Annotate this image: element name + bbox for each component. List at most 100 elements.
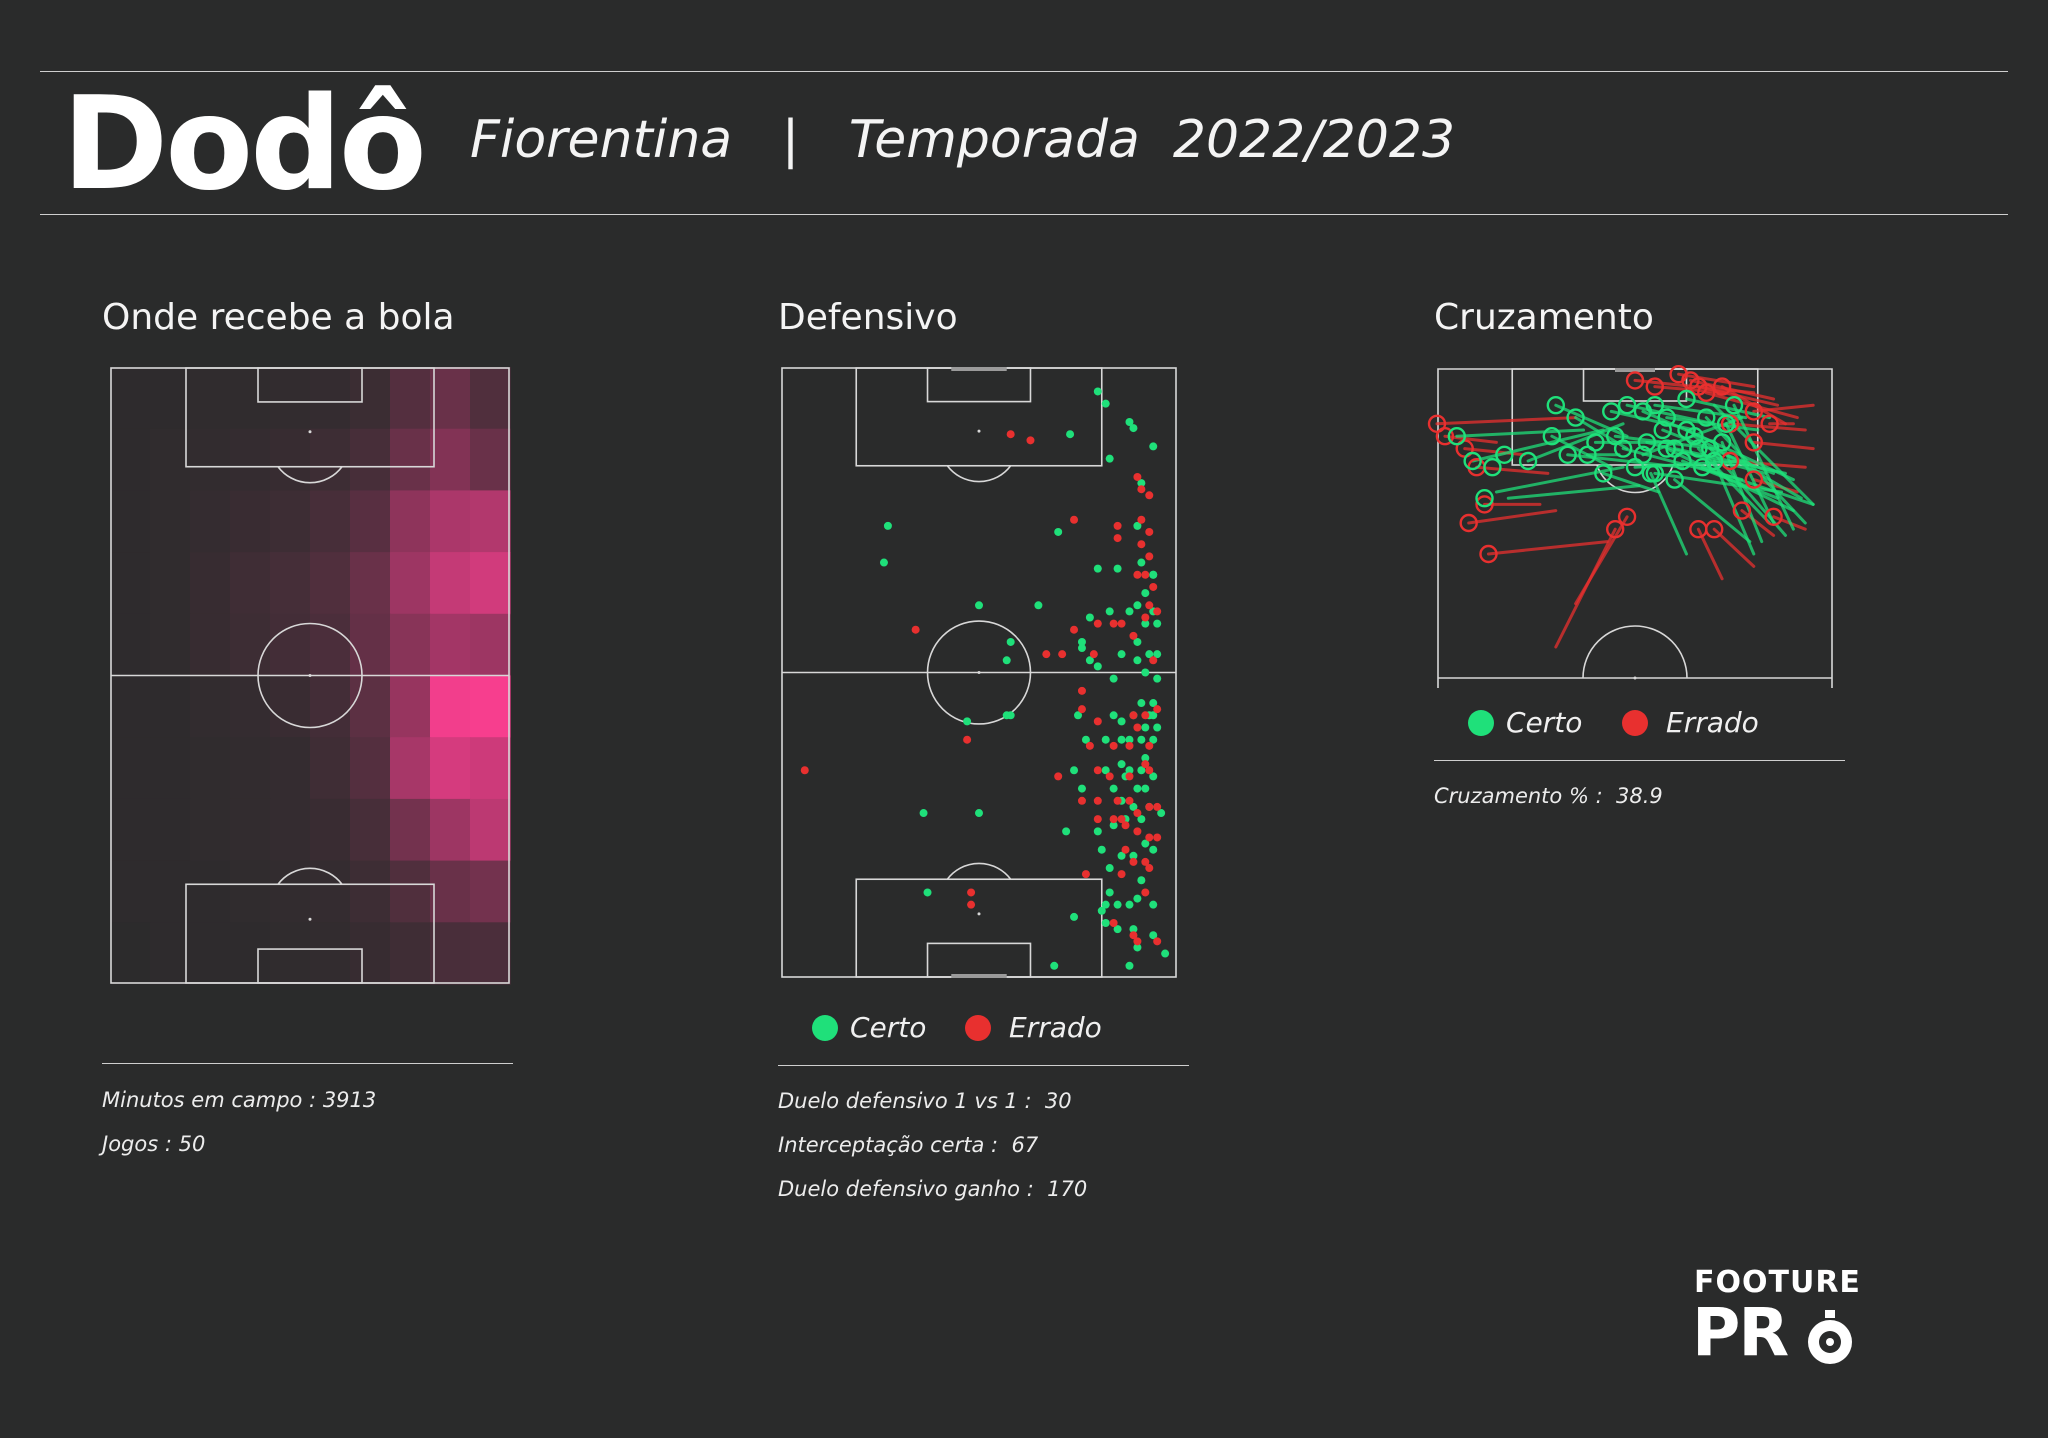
heatmap-cell (310, 490, 351, 553)
heatmap-cell (190, 428, 231, 491)
club-name: Fiorentina (470, 110, 733, 170)
heatmap-cell (150, 490, 191, 553)
defensive-success-point (1141, 839, 1150, 848)
defensive-success-point (1149, 931, 1158, 940)
heatmap-cell (150, 552, 191, 615)
defensive-success-point (1133, 943, 1142, 952)
heatmap-cell (150, 798, 191, 862)
cross-fail-origin (1459, 513, 1478, 533)
cross-success-path (1684, 397, 1772, 420)
defensive-fail-point (963, 735, 972, 744)
defensive-fail-point (1145, 527, 1154, 536)
cross-success-origin (1518, 451, 1538, 471)
cross-success-origin (1495, 445, 1514, 465)
heatmap-cell (190, 798, 231, 862)
defensive-fail-point (1054, 772, 1063, 781)
penalty-arc-top (946, 465, 1012, 483)
heatmap-cell (390, 428, 431, 491)
logo-text-bottom: PR (1692, 1296, 1789, 1370)
heatmap-cell (350, 798, 391, 862)
cross-fail-path (1486, 540, 1609, 556)
legend-label: Errado (1009, 1011, 1102, 1044)
cross-fail-path (1463, 447, 1526, 457)
goal-box-top (926, 367, 1032, 403)
defensive-success-point (1101, 900, 1110, 909)
defensive-success-point (1137, 876, 1146, 885)
defensive-fail-point (1129, 631, 1138, 640)
defensive-success-point (1145, 650, 1154, 659)
defensive-success-point (1161, 949, 1170, 958)
defensive-success-point (1093, 387, 1102, 396)
defensive-success-point (1137, 699, 1146, 708)
defensive-success-point (1117, 851, 1126, 860)
defensive-success-point (1153, 723, 1162, 732)
defensive-success-point (975, 601, 983, 610)
heatmap-cell (230, 922, 271, 985)
heatmap-cell (470, 428, 511, 491)
cross-fail-path (1740, 509, 1776, 537)
defensive-success-point (1113, 925, 1122, 934)
heatmap-cell (270, 552, 311, 615)
defensive-fail-point (1141, 570, 1150, 579)
heatmap-cell (430, 490, 471, 553)
heatmap-cell (230, 613, 271, 677)
defensive-success-point (1125, 900, 1134, 909)
heatmap-cell (270, 490, 311, 553)
pitch-lines (781, 367, 1177, 978)
defensive-fail-point (1149, 582, 1158, 591)
defensive-fail-point (1153, 802, 1162, 811)
heatmap-cell (470, 922, 511, 985)
center-spot (308, 674, 312, 677)
defensive-fail-point (1093, 796, 1102, 805)
defensive-fail-point (1117, 619, 1126, 628)
heatmap-cell (110, 367, 151, 430)
heatmap-cell (390, 922, 431, 985)
heatmap-cell (390, 737, 431, 800)
heatmap-cell (230, 367, 271, 430)
heatmap-cell (230, 798, 271, 862)
season-label: Temporada (848, 110, 1140, 170)
cross-success-origin (1673, 451, 1692, 471)
heatmap-cell (230, 860, 271, 923)
cross-success-path (1526, 422, 1625, 463)
defensive-success-point (1137, 766, 1146, 775)
heatmap-cell (150, 428, 191, 491)
section-title-receive: Onde recebe a bola (102, 297, 455, 338)
defensive-success-point (1129, 851, 1138, 860)
heatmap-cell (310, 552, 351, 615)
defensive-success-point (1113, 564, 1122, 573)
pitch-lines (110, 367, 510, 984)
cross-success-origin (1447, 426, 1466, 446)
defensive-success-point (1133, 894, 1142, 903)
defensive-fail-point (1109, 919, 1118, 928)
center-circle (926, 620, 1032, 725)
defensive-success-point (1141, 668, 1150, 677)
defensive-success-point (1034, 601, 1043, 610)
defensive-success-point (1137, 558, 1146, 567)
heatmap-cell (110, 490, 151, 553)
crossing-legend-fail: Errado (1622, 705, 1759, 741)
stat-label: Interceptação certa : (778, 1133, 999, 1157)
player-name: Dodô (62, 70, 427, 219)
defensive-fail-point (1133, 570, 1142, 579)
cross-fail-origin (1764, 507, 1783, 527)
stat-interceptions: Interceptação certa : 67 (778, 1132, 1038, 1158)
section-title-defensive: Defensivo (778, 297, 958, 338)
cross-success-origin (1724, 396, 1744, 415)
cross-success-path (1455, 428, 1586, 438)
defensive-success-point (1141, 784, 1150, 793)
stat-value: 38.9 (1616, 784, 1663, 808)
heatmap-cell (470, 675, 511, 738)
cross-fail-path (1752, 440, 1815, 451)
heatmap-cell (270, 922, 311, 985)
penalty-box-bottom (855, 878, 1103, 978)
cross-success-origin (1653, 420, 1672, 440)
defensive-fail-point (1133, 723, 1142, 732)
defensive-fail-point (1153, 937, 1162, 946)
defensive-stats-rule (778, 1065, 1189, 1066)
heatmap-cell (350, 737, 391, 800)
heatmap-cell (230, 737, 271, 800)
defensive-fail-point (1145, 802, 1154, 811)
defensive-fail-point (1141, 888, 1150, 897)
cross-success-origin (1586, 433, 1605, 452)
